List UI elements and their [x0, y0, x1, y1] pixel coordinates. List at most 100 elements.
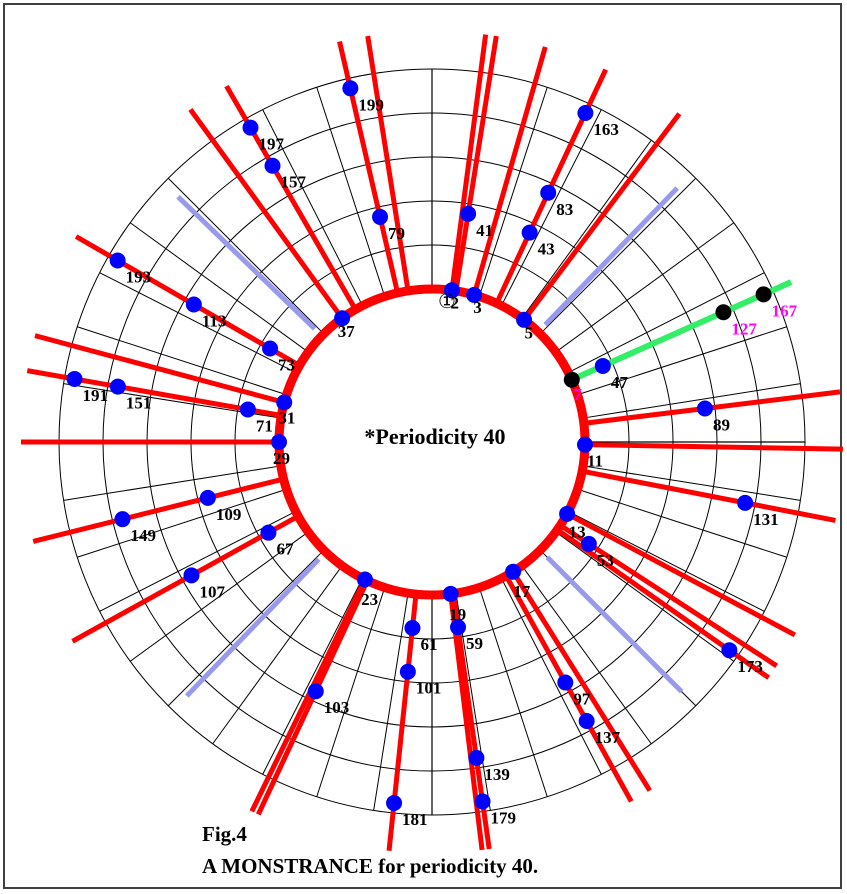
prime-label: 53: [597, 551, 614, 570]
prime-ray: [565, 511, 797, 638]
prime-label: 13: [569, 523, 586, 542]
separator-line: [184, 557, 321, 698]
grid-spoke: [167, 549, 325, 707]
prime-node: [468, 749, 485, 766]
prime-label: 29: [273, 449, 290, 468]
grid-spoke: [583, 465, 801, 501]
prime-node: [721, 642, 738, 659]
residue-node: [505, 563, 522, 580]
prime-node: [404, 619, 421, 636]
prime-label: 5: [524, 324, 533, 343]
prime-label: 23: [361, 590, 378, 609]
grid-spoke: [501, 109, 602, 306]
figure-number: Fig.4: [202, 822, 247, 846]
prime-node: [242, 119, 259, 136]
grid-spoke: [316, 87, 386, 297]
grid-spoke: [577, 488, 787, 558]
prime-label: 113: [202, 312, 227, 331]
prime-label: 157: [281, 173, 307, 192]
prime-node: [594, 357, 611, 374]
prime-node: [109, 378, 126, 395]
prime-label: 43: [538, 240, 555, 259]
prime-ray: [449, 34, 489, 291]
prime-label: 59: [466, 634, 483, 653]
residue-node: [276, 394, 293, 411]
prime-node: [540, 184, 557, 201]
residue-node: [576, 436, 593, 453]
prime-node: [342, 80, 359, 97]
prime-label: 47: [611, 373, 629, 392]
separator-line: [545, 555, 684, 694]
prime-ray: [224, 84, 358, 311]
grid-spoke: [568, 511, 765, 612]
grid-spoke: [521, 139, 652, 319]
prime-node: [114, 511, 131, 528]
origin-mark: ①: [438, 291, 456, 313]
prime-label: 197: [259, 135, 285, 154]
prime-node: [577, 105, 594, 122]
prime-ray: [249, 578, 368, 813]
prime-label: 11: [587, 452, 603, 471]
grid-spoke: [373, 593, 409, 811]
residue-node: [466, 286, 483, 303]
residue-node: [443, 282, 460, 299]
separator-line: [543, 186, 680, 327]
prime-label: 173: [737, 657, 763, 676]
prime-ray: [581, 468, 836, 523]
prime-node: [307, 683, 324, 700]
prime-node: [199, 489, 216, 506]
prime-label: 131: [753, 510, 779, 529]
prime-label: 191: [83, 386, 109, 405]
grid-spoke: [129, 531, 309, 662]
prime-label: 193: [126, 268, 152, 287]
prime-ray: [522, 112, 682, 322]
prime-label: 163: [593, 120, 619, 139]
grid-spoke: [63, 465, 281, 501]
prime-ray: [188, 108, 345, 320]
prime-node: [715, 304, 732, 321]
prime-label: 31: [278, 408, 295, 427]
prime-ray: [510, 570, 652, 792]
prime-label: 89: [713, 415, 730, 434]
prime-label: 103: [324, 698, 350, 717]
figure-caption: A MONSTRANCE for periodicity 40.: [202, 854, 539, 878]
prime-label: 3: [473, 298, 482, 317]
monstrance-diagram: 2 357111317192329313741831634347127167891…: [21, 34, 843, 852]
grid-spoke: [521, 565, 652, 745]
grid-spoke: [77, 326, 287, 396]
grid-spoke: [262, 109, 363, 306]
prime-label: 181: [402, 810, 428, 829]
grid-spoke: [212, 565, 343, 745]
prime-label: 2: [450, 293, 459, 312]
grid-spoke: [478, 587, 548, 797]
residue-node: [334, 310, 351, 327]
prime-node: [755, 286, 772, 303]
prime-label: 61: [420, 635, 437, 654]
residue-node: [563, 371, 580, 388]
prime-ray: [471, 46, 548, 296]
prime-label: 101: [416, 679, 442, 698]
prime-label: 67: [276, 540, 294, 559]
prime-label: 83: [556, 200, 573, 219]
prime-node: [109, 252, 126, 269]
prime-label: 41: [476, 221, 493, 240]
prime-label: 109: [216, 505, 242, 524]
prime-ray: [34, 333, 285, 405]
prime-node: [474, 793, 491, 810]
prime-label: 97: [573, 690, 591, 709]
prime-node: [262, 340, 279, 357]
residue-node: [271, 434, 287, 450]
prime-node: [372, 208, 389, 225]
grid-spoke: [555, 531, 735, 662]
grid-spoke: [568, 272, 765, 373]
prime-label: 7: [573, 385, 582, 404]
prime-label: 149: [130, 526, 156, 545]
prime-label: 139: [484, 765, 510, 784]
prime-label: 199: [358, 95, 384, 114]
prime-node: [737, 494, 754, 511]
prime-node: [460, 205, 477, 222]
residue-node: [356, 571, 373, 588]
residue-node: [442, 585, 459, 602]
grid-spoke: [77, 488, 287, 558]
grid-spoke: [478, 87, 548, 297]
